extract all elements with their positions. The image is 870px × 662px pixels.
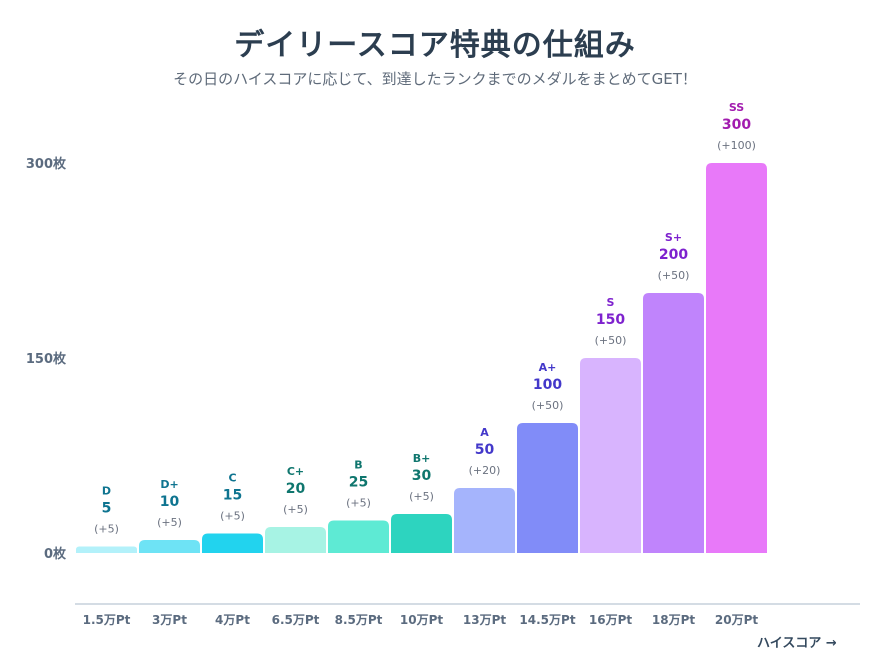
increment-label: (+50) [658, 269, 690, 282]
rank-label: A+ [539, 361, 557, 374]
value-label: 5 [102, 501, 112, 517]
value-label: 10 [160, 494, 180, 510]
rank-label: B [354, 459, 362, 472]
bar-ss [706, 163, 767, 553]
value-label: 20 [286, 481, 306, 497]
increment-label: (+20) [469, 464, 501, 477]
bar-d [76, 546, 137, 553]
rank-label: D [102, 485, 111, 498]
value-label: 150 [596, 312, 625, 328]
x-tick-label: 16万Pt [589, 613, 632, 627]
bar-c [202, 533, 263, 553]
x-tick-label: 14.5万Pt [519, 613, 575, 627]
value-label: 30 [412, 468, 432, 484]
increment-label: (+50) [595, 334, 627, 347]
value-label: 300 [722, 117, 751, 133]
bar-a-plus [517, 423, 578, 553]
bar-b-plus [391, 514, 452, 553]
value-label: 15 [223, 488, 242, 504]
increment-label: (+5) [346, 497, 371, 510]
increment-label: (+5) [157, 516, 182, 529]
rank-label: S+ [665, 231, 682, 244]
y-tick-label: 300枚 [26, 156, 67, 172]
x-tick-label: 4万Pt [215, 613, 250, 627]
rank-label: A [480, 426, 489, 439]
x-tick-label: 18万Pt [652, 613, 695, 627]
bar-s [580, 358, 641, 553]
x-tick-label: 10万Pt [400, 613, 443, 627]
value-label: 200 [659, 247, 688, 263]
rank-label: SS [729, 101, 744, 114]
increment-label: (+5) [409, 490, 434, 503]
x-axis-title: ハイスコア → [757, 636, 837, 651]
increment-label: (+100) [717, 139, 756, 152]
y-tick-label: 0枚 [44, 546, 67, 562]
bar-b [328, 520, 389, 553]
rank-label: D+ [160, 478, 178, 491]
x-tick-label: 8.5万Pt [335, 613, 383, 627]
bar-a [454, 488, 515, 553]
y-tick-label: 150枚 [26, 351, 67, 367]
bar-s-plus [643, 293, 704, 553]
increment-label: (+5) [94, 523, 119, 536]
increment-label: (+5) [283, 503, 308, 516]
x-tick-label: 1.5万Pt [83, 613, 131, 627]
chart-title: デイリースコア特典の仕組み [234, 28, 636, 63]
x-tick-label: 20万Pt [715, 613, 758, 627]
rank-label: S [607, 296, 615, 309]
value-label: 50 [475, 442, 495, 458]
chart-subtitle: その日のハイスコアに応じて、到達したランクまでのメダルをまとめてGET！ [173, 70, 697, 88]
increment-label: (+50) [532, 399, 564, 412]
bar-d-plus [139, 540, 200, 553]
rank-label: B+ [413, 452, 431, 465]
rank-label: C+ [287, 465, 304, 478]
value-label: 25 [349, 475, 368, 491]
value-label: 100 [533, 377, 562, 393]
increment-label: (+5) [220, 510, 245, 523]
x-tick-label: 3万Pt [152, 613, 187, 627]
bar-c-plus [265, 527, 326, 553]
x-tick-label: 6.5万Pt [272, 613, 320, 627]
x-tick-label: 13万Pt [463, 613, 506, 627]
rank-label: C [228, 472, 236, 485]
